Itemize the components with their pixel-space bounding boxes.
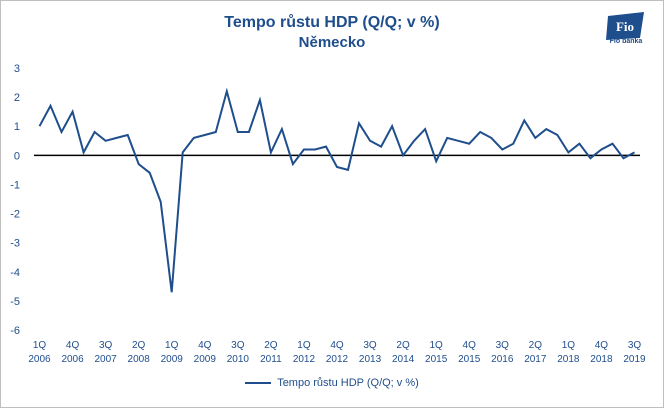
y-tick-label: -5: [10, 296, 20, 308]
x-tick-label-year: 2012: [326, 354, 349, 365]
x-tick-label-quarter: 4Q: [463, 340, 477, 351]
y-tick-label: -6: [10, 325, 20, 337]
x-tick-label-quarter: 3Q: [231, 340, 245, 351]
x-tick-label-quarter: 2Q: [396, 340, 410, 351]
x-tick-label-year: 2013: [359, 354, 382, 365]
x-tick-label-quarter: 2Q: [529, 340, 543, 351]
x-tick-label-year: 2008: [128, 354, 151, 365]
y-tick-label: 0: [14, 150, 20, 162]
x-tick-label-quarter: 1Q: [429, 340, 443, 351]
x-tick-label-year: 2011: [260, 354, 282, 365]
x-tick-label-quarter: 3Q: [628, 340, 642, 351]
x-tick-label-quarter: 4Q: [330, 340, 344, 351]
x-tick-label-year: 2014: [392, 354, 415, 365]
x-tick-label-quarter: 1Q: [297, 340, 311, 351]
x-tick-label-year: 2010: [227, 354, 250, 365]
y-tick-label: 3: [14, 63, 20, 75]
x-tick-label-quarter: 3Q: [99, 340, 113, 351]
x-tick-label-quarter: 4Q: [595, 340, 609, 351]
y-tick-label: -4: [10, 267, 20, 279]
x-tick-label-year: 2009: [194, 354, 217, 365]
x-tick-label-year: 2007: [94, 354, 117, 365]
x-tick-label-quarter: 2Q: [132, 340, 146, 351]
chart-title: Tempo růstu HDP (Q/Q; v %): [224, 14, 440, 31]
x-tick-label-quarter: 1Q: [165, 340, 179, 351]
x-tick-label-quarter: 1Q: [562, 340, 576, 351]
x-tick-label-year: 2015: [458, 354, 481, 365]
x-tick-label-year: 2006: [28, 354, 51, 365]
legend-swatch: [245, 382, 272, 385]
x-tick-label-quarter: 4Q: [66, 340, 80, 351]
x-tick-label-year: 2012: [293, 354, 316, 365]
chart-subtitle: Německo: [298, 34, 366, 51]
x-tick-label-year: 2018: [590, 354, 613, 365]
x-tick-label-year: 2015: [425, 354, 448, 365]
y-tick-label: -2: [10, 209, 20, 221]
legend: Tempo růstu HDP (Q/Q; v %): [0, 377, 664, 389]
series-line: [38, 87, 635, 293]
x-tick-label-quarter: 4Q: [198, 340, 212, 351]
x-tick-label-year: 2009: [161, 354, 184, 365]
logo-text: Fio banka: [609, 38, 643, 45]
x-tick-label-year: 2017: [524, 354, 547, 365]
x-tick-label-year: 2006: [61, 354, 84, 365]
legend-label: Tempo růstu HDP (Q/Q; v %): [277, 377, 419, 389]
data-points: [39, 91, 635, 293]
y-axis: 3 2 1 0 -1 -2 -3 -4 -5 -6: [10, 63, 20, 337]
x-tick-label-quarter: 3Q: [363, 340, 377, 351]
x-tick-label-year: 2016: [491, 354, 514, 365]
y-tick-label: 1: [14, 121, 20, 133]
fio-logo-icon: Fio: [604, 10, 648, 50]
x-tick-label-quarter: 1Q: [33, 340, 47, 351]
y-tick-label: -1: [10, 179, 20, 191]
y-tick-label: 2: [14, 92, 20, 104]
x-tick-label-quarter: 3Q: [496, 340, 510, 351]
x-tick-label-year: 2018: [557, 354, 580, 365]
x-axis: 1Q 2006 4Q 2006 3Q 2007 2Q 2008 1Q 2009 4Q 2009 3Q 20…: [28, 340, 646, 365]
logo-mark: Fio: [616, 19, 634, 34]
x-tick-label-year: 2019: [623, 354, 646, 365]
y-tick-label: -3: [10, 238, 20, 250]
x-tick-label-quarter: 2Q: [264, 340, 278, 351]
